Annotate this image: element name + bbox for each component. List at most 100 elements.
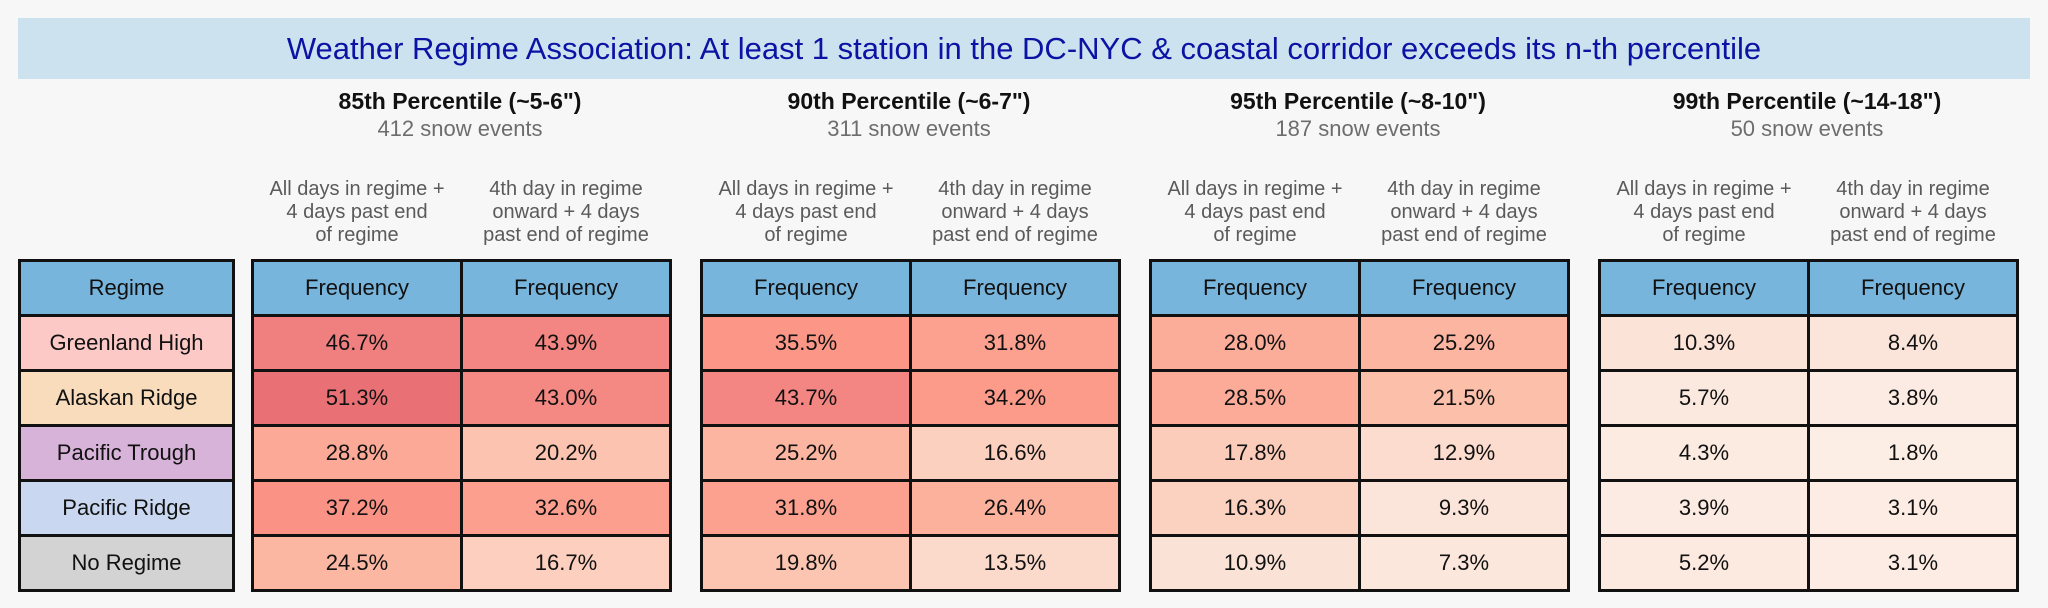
frequency-cell: 3.8% [1807,369,2019,427]
frequency-header: Frequency [251,259,463,317]
column-note: All days in regime +4 days past end of re… [252,178,462,247]
frequency-cell: 10.9% [1149,534,1361,592]
column-note: 4th day in regime onward + 4 days past end… [1359,178,1569,247]
frequency-cell: 32.6% [460,479,672,537]
frequency-cell: 5.2% [1598,534,1810,592]
column-note-line: 4th day in regime [489,178,643,200]
frequency-cell: 16.7% [460,534,672,592]
frequency-cell: 12.9% [1358,424,1570,482]
column-note: 4th day in regime onward + 4 days past end… [1808,178,2018,247]
frequency-cell: 35.5% [700,314,912,372]
frequency-cell: 25.2% [1358,314,1570,372]
frequency-header: Frequency [1149,259,1361,317]
frequency-cell: 4.3% [1598,424,1810,482]
frequency-cell: 26.4% [909,479,1121,537]
frequency-cell: 8.4% [1807,314,2019,372]
column-note-line: 4 days past end [1633,201,1775,223]
group-event-count: 412 snow events [377,116,543,141]
column-note-line: 4 days past end [735,201,877,223]
chart-title: Weather Regime Association: At least 1 s… [286,30,1762,66]
column-note-line: past end of regime [932,224,1098,246]
column-note-line: 4th day in regime [1387,178,1541,200]
frequency-cell: 28.0% [1149,314,1361,372]
frequency-cell: 3.9% [1598,479,1810,537]
group-header: 90th Percentile (~6-7") 311 snow events [699,88,1119,142]
column-note-line: onward + 4 days [492,201,640,223]
column-note-line: past end of regime [1830,224,1996,246]
regime-header: Regime [18,259,235,317]
group-header: 95th Percentile (~8-10") 187 snow events [1148,88,1568,142]
column-note: All days in regime +4 days past end of re… [1599,178,1809,247]
column-note-line: of regime [1662,224,1746,246]
frequency-header: Frequency [460,259,672,317]
column-note-line: All days in regime + [718,178,894,200]
frequency-cell: 43.0% [460,369,672,427]
frequency-cell: 43.7% [700,369,912,427]
group-percentile: 90th Percentile (~6-7") [787,88,1031,114]
frequency-cell: 13.5% [909,534,1121,592]
frequency-header: Frequency [1598,259,1810,317]
column-note: 4th day in regime onward + 4 days past end… [461,178,671,247]
frequency-cell: 16.3% [1149,479,1361,537]
frequency-cell: 19.8% [700,534,912,592]
column-note-line: of regime [764,224,848,246]
title-banner: Weather Regime Association: At least 1 s… [18,18,2030,79]
column-note: All days in regime +4 days past end of re… [1150,178,1360,247]
group-event-count: 311 snow events [827,116,991,141]
frequency-header: Frequency [1358,259,1570,317]
regime-label: Alaskan Ridge [18,369,235,427]
column-note-line: past end of regime [483,224,649,246]
frequency-cell: 7.3% [1358,534,1570,592]
column-note-line: All days in regime + [1167,178,1343,200]
regime-label: Greenland High [18,314,235,372]
regime-label: Pacific Trough [18,424,235,482]
column-note-line: 4 days past end [1184,201,1326,223]
frequency-cell: 46.7% [251,314,463,372]
frequency-header: Frequency [909,259,1121,317]
group-percentile: 85th Percentile (~5-6") [338,88,582,114]
frequency-cell: 16.6% [909,424,1121,482]
regime-label: Pacific Ridge [18,479,235,537]
column-note-line: onward + 4 days [1390,201,1538,223]
column-note-line: 4th day in regime [938,178,1092,200]
column-note-line: All days in regime + [269,178,445,200]
group-header: 99th Percentile (~14-18") 50 snow events [1597,88,2017,142]
column-note-line: 4 days past end [286,201,428,223]
regime-label: No Regime [18,534,235,592]
column-note-line: of regime [315,224,399,246]
frequency-cell: 1.8% [1807,424,2019,482]
column-note-line: past end of regime [1381,224,1547,246]
group-percentile: 95th Percentile (~8-10") [1230,88,1486,114]
frequency-cell: 28.8% [251,424,463,482]
group-event-count: 187 snow events [1275,116,1441,141]
frequency-cell: 17.8% [1149,424,1361,482]
frequency-cell: 5.7% [1598,369,1810,427]
column-note-line: of regime [1213,224,1297,246]
frequency-header: Frequency [700,259,912,317]
frequency-cell: 9.3% [1358,479,1570,537]
frequency-cell: 3.1% [1807,534,2019,592]
frequency-cell: 31.8% [700,479,912,537]
column-note-line: onward + 4 days [941,201,1089,223]
frequency-cell: 31.8% [909,314,1121,372]
frequency-cell: 3.1% [1807,479,2019,537]
group-event-count: 50 snow events [1730,116,1884,141]
column-note-line: 4th day in regime [1836,178,1990,200]
frequency-cell: 28.5% [1149,369,1361,427]
frequency-cell: 37.2% [251,479,463,537]
group-percentile: 99th Percentile (~14-18") [1672,88,1942,114]
frequency-cell: 20.2% [460,424,672,482]
frequency-cell: 21.5% [1358,369,1570,427]
column-note: 4th day in regime onward + 4 days past end… [910,178,1120,247]
frequency-cell: 34.2% [909,369,1121,427]
column-note: All days in regime +4 days past end of re… [701,178,911,247]
frequency-cell: 25.2% [700,424,912,482]
frequency-cell: 24.5% [251,534,463,592]
group-header: 85th Percentile (~5-6") 412 snow events [250,88,670,142]
frequency-cell: 51.3% [251,369,463,427]
frequency-cell: 10.3% [1598,314,1810,372]
frequency-header: Frequency [1807,259,2019,317]
column-note-line: All days in regime + [1616,178,1792,200]
frequency-cell: 43.9% [460,314,672,372]
column-note-line: onward + 4 days [1839,201,1987,223]
